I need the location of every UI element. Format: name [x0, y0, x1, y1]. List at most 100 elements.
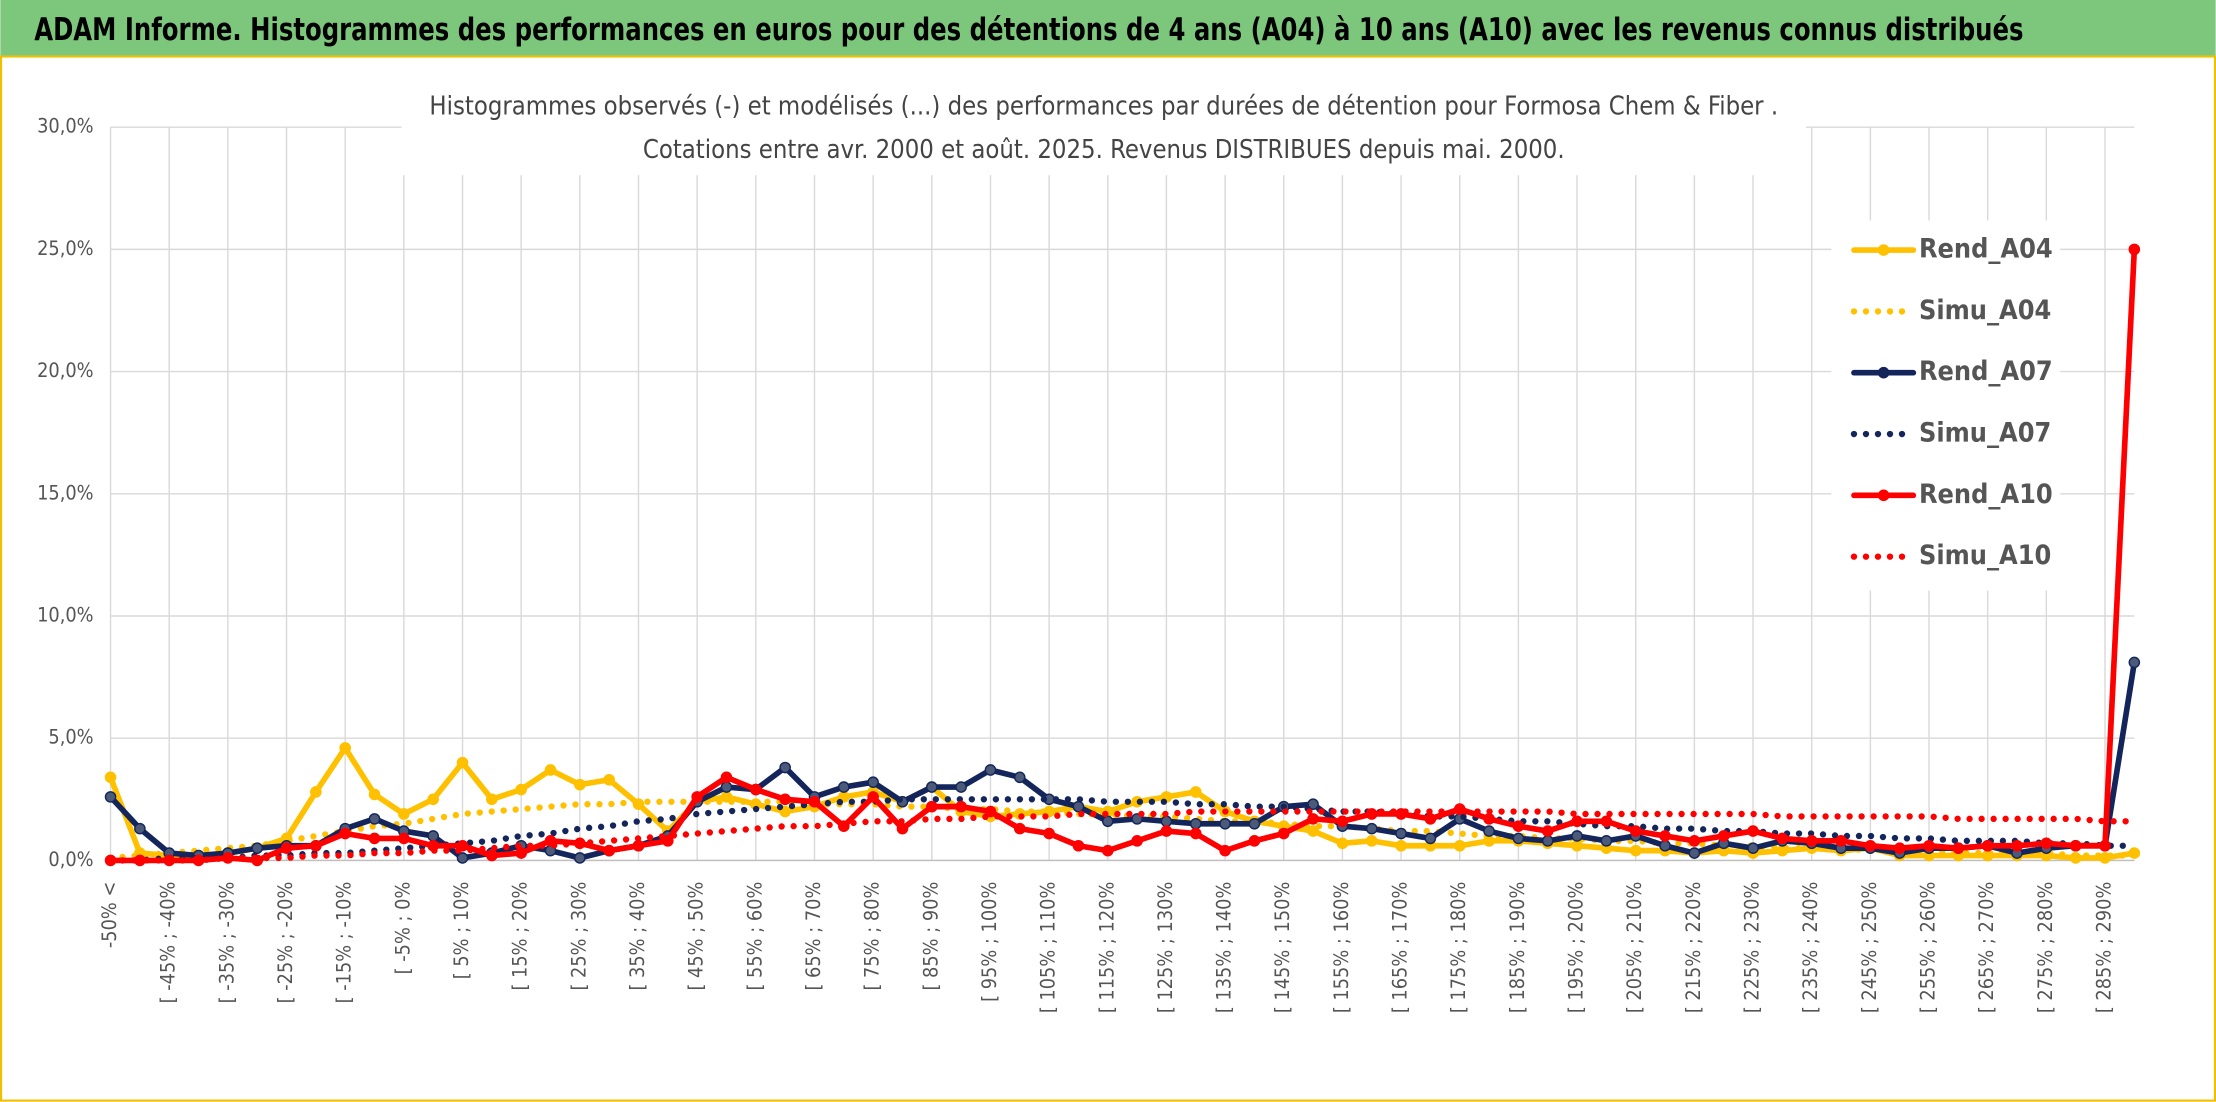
data-point — [926, 781, 938, 793]
x-tick-label: [ 185% ; 190% — [1506, 882, 1529, 1014]
y-tick-label: 20,0% — [37, 359, 93, 382]
x-tick-label: [ 265% ; 270% — [1975, 882, 1998, 1014]
data-point — [456, 756, 469, 769]
x-tick-label: -50% < — [98, 882, 121, 949]
data-point — [1747, 825, 1759, 837]
data-point — [1835, 835, 1847, 847]
x-tick-label: [ 205% ; 210% — [1623, 882, 1646, 1014]
legend-marker — [1877, 489, 1890, 502]
x-tick-label: [ -25% ; -20% — [274, 882, 297, 1004]
data-point — [1571, 815, 1583, 828]
data-point — [1160, 815, 1173, 828]
data-point — [691, 791, 703, 803]
data-point — [280, 842, 293, 854]
data-point — [1981, 839, 1994, 852]
x-tick-label: [ 75% ; 80% — [861, 882, 884, 991]
data-point — [1424, 813, 1437, 825]
data-point — [662, 835, 674, 847]
data-point — [750, 783, 762, 796]
legend-label: Rend_A07 — [1919, 356, 2053, 387]
data-point — [1160, 825, 1173, 837]
data-point — [1688, 835, 1701, 847]
data-point — [1512, 820, 1525, 832]
x-tick-label: [ -35% ; -30% — [215, 882, 238, 1004]
x-tick-label: [ 25% ; 30% — [567, 882, 590, 991]
data-point — [1365, 835, 1378, 847]
data-point — [720, 771, 733, 784]
data-point — [984, 764, 997, 776]
data-point — [779, 805, 791, 818]
x-tick-label: [ 135% ; 140% — [1213, 882, 1236, 1014]
y-tick-label: 25,0% — [37, 237, 93, 260]
x-tick-label: [ 215% ; 220% — [1682, 882, 1705, 1014]
x-tick-label: [ 35% ; 40% — [626, 882, 649, 991]
legend-label: Rend_A04 — [1919, 234, 2053, 265]
y-tick-label: 30,0% — [37, 115, 93, 138]
data-point — [1395, 839, 1407, 852]
data-point — [1072, 839, 1085, 852]
data-point — [310, 786, 322, 798]
data-point — [1072, 800, 1085, 813]
data-point — [1307, 813, 1319, 825]
data-point — [1365, 822, 1378, 835]
data-point — [2099, 839, 2111, 852]
data-point — [1571, 830, 1583, 842]
data-point — [1013, 822, 1026, 835]
header-title: ADAM Informe. Histogrammes des performan… — [34, 12, 2023, 48]
data-point — [1483, 813, 1495, 825]
x-tick-label: [ -15% ; -10% — [333, 882, 356, 1004]
data-point — [896, 822, 909, 835]
data-point — [1043, 827, 1055, 840]
data-point — [1307, 825, 1319, 837]
data-point — [1864, 839, 1877, 852]
data-point — [779, 793, 791, 806]
data-point — [427, 793, 439, 806]
data-point — [1659, 830, 1671, 842]
data-point — [1600, 835, 1613, 847]
data-point — [1013, 771, 1026, 784]
data-point — [779, 761, 791, 774]
legend-marker — [1877, 366, 1890, 379]
data-point — [368, 832, 381, 845]
data-point — [1600, 815, 1613, 828]
data-point — [1805, 835, 1818, 847]
data-point — [339, 742, 351, 754]
data-point — [1189, 817, 1202, 830]
chart-title: Histogrammes observés (-) et modélisés (… — [429, 90, 1778, 120]
data-point — [1307, 798, 1319, 810]
x-tick-label: [ 225% ; 230% — [1741, 882, 1764, 1014]
data-point — [955, 800, 967, 813]
data-point — [1541, 825, 1554, 837]
legend-label: Rend_A10 — [1919, 479, 2053, 510]
data-point — [368, 813, 381, 825]
x-tick-label: [ 95% ; 100% — [978, 882, 1001, 1002]
data-point — [2040, 837, 2053, 850]
x-tick-label: [ 115% ; 120% — [1095, 882, 1118, 1014]
data-point — [1629, 825, 1642, 837]
x-tick-label: [ 105% ; 110% — [1037, 882, 1060, 1014]
data-point — [2128, 656, 2141, 669]
data-point — [486, 849, 498, 862]
data-point — [339, 827, 351, 840]
x-tick-label: [ 195% ; 200% — [1565, 882, 1588, 1014]
data-point — [1776, 832, 1789, 845]
x-tick-label: [ 5% ; 10% — [450, 882, 473, 980]
series-line — [107, 798, 2138, 862]
data-point — [1131, 835, 1143, 847]
data-point — [251, 842, 263, 854]
data-point — [104, 791, 117, 803]
data-point — [486, 793, 498, 806]
data-point — [1424, 832, 1437, 845]
data-point — [310, 839, 322, 852]
data-point — [867, 791, 879, 803]
x-tick-label: [ 255% ; 260% — [1917, 882, 1940, 1014]
data-point — [1189, 827, 1202, 840]
data-point — [838, 781, 850, 793]
data-point — [104, 771, 117, 784]
x-tick-label: [ -5% ; 0% — [391, 882, 414, 975]
data-point — [867, 776, 879, 788]
data-point — [926, 800, 938, 813]
data-point — [515, 847, 527, 859]
x-tick-label: [ 245% ; 250% — [1858, 882, 1881, 1014]
